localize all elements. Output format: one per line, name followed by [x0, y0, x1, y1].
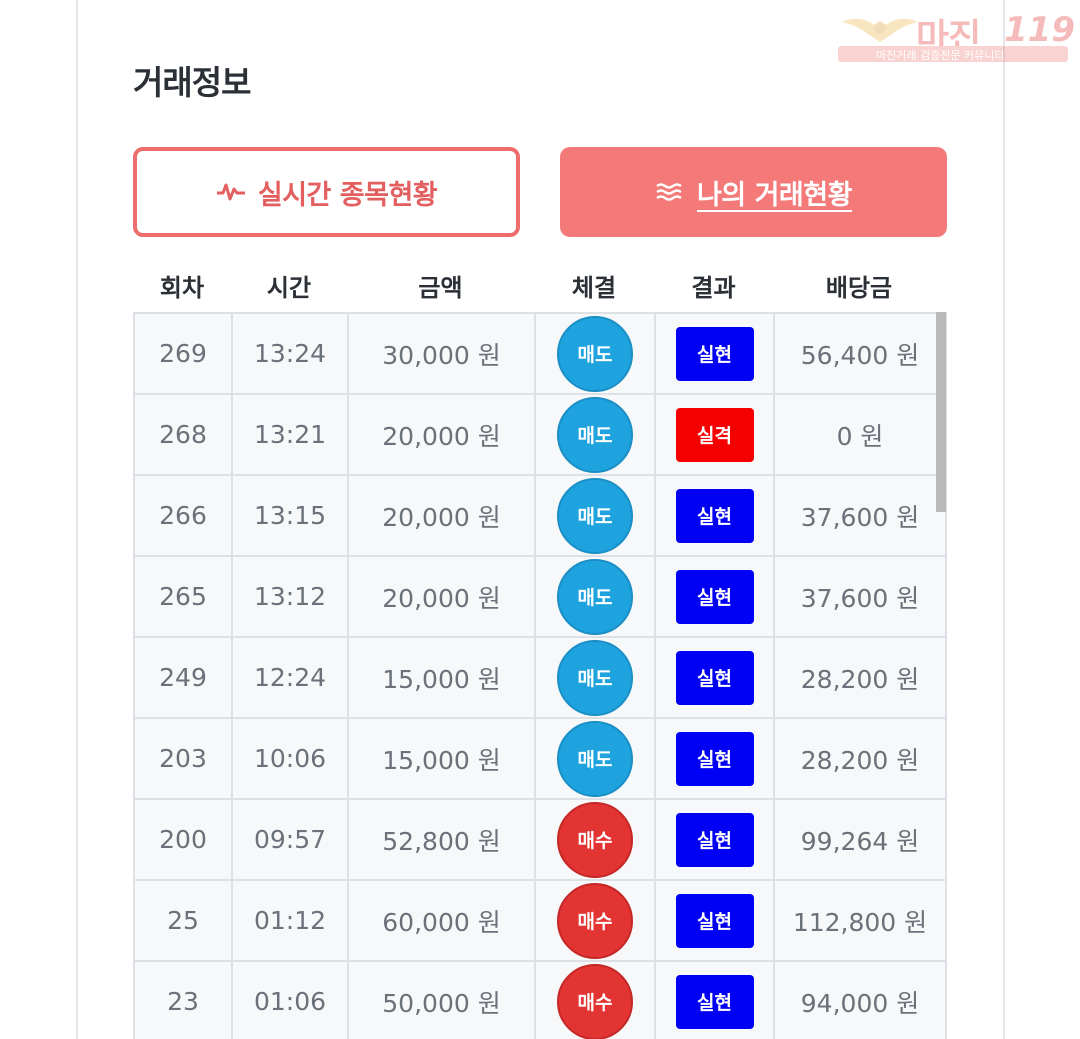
table-header: 회차 시간 금액 체결 결과 배당금 — [133, 268, 946, 310]
round-cell: 265 — [135, 557, 233, 636]
result-badge: 실격 — [675, 407, 754, 462]
round-cell: 249 — [135, 638, 233, 717]
table-row: 269 13:24 30,000 원 매도 실현 56,400 원 — [135, 314, 947, 395]
result-badge: 실현 — [675, 650, 754, 705]
result-badge: 실현 — [675, 569, 754, 624]
payout-cell: 112,800 원 — [775, 881, 947, 960]
round-cell: 203 — [135, 719, 233, 798]
time-cell: 01:12 — [233, 881, 349, 960]
payout-cell: 94,000 원 — [775, 962, 947, 1039]
table-row: 266 13:15 20,000 원 매도 실현 37,600 원 — [135, 476, 947, 557]
side-badge: 매수 — [557, 801, 633, 878]
amount-cell: 50,000 원 — [349, 962, 536, 1039]
waves-icon — [655, 181, 685, 203]
time-cell: 13:12 — [233, 557, 349, 636]
pulse-icon — [216, 181, 246, 203]
time-cell: 13:15 — [233, 476, 349, 555]
amount-cell: 20,000 원 — [349, 557, 536, 636]
page-title: 거래정보 — [133, 63, 251, 102]
column-header-payout: 배당금 — [825, 274, 893, 302]
column-header-amount: 금액 — [418, 274, 463, 302]
eagle-emblem-icon — [842, 18, 918, 42]
column-header-result: 결과 — [691, 274, 736, 302]
round-cell: 25 — [135, 881, 233, 960]
watermark-number: 119 — [1004, 10, 1075, 50]
payout-cell: 28,200 원 — [775, 638, 947, 717]
watermark-logo: 마진 119 마진거래 검증전문 커뮤니티 — [836, 8, 1075, 64]
side-badge: 매도 — [557, 315, 633, 392]
payout-cell: 99,264 원 — [775, 800, 947, 879]
result-badge: 실현 — [675, 893, 754, 948]
table-row: 265 13:12 20,000 원 매도 실현 37,600 원 — [135, 557, 947, 638]
result-badge: 실현 — [675, 326, 754, 381]
round-cell: 269 — [135, 314, 233, 393]
round-cell: 266 — [135, 476, 233, 555]
column-header-time: 시간 — [266, 274, 312, 302]
amount-cell: 52,800 원 — [349, 800, 536, 879]
side-badge: 매도 — [557, 639, 633, 716]
amount-cell: 20,000 원 — [349, 476, 536, 555]
amount-cell: 15,000 원 — [349, 719, 536, 798]
time-cell: 13:21 — [233, 395, 349, 474]
watermark-bar — [838, 46, 1068, 62]
amount-cell: 20,000 원 — [349, 395, 536, 474]
amount-cell: 15,000 원 — [349, 638, 536, 717]
payout-cell: 37,600 원 — [775, 557, 947, 636]
table-row: 203 10:06 15,000 원 매도 실현 28,200 원 — [135, 719, 947, 800]
my-trades-button[interactable]: 나의 거래현황 — [560, 147, 947, 237]
payout-cell: 28,200 원 — [775, 719, 947, 798]
time-cell: 10:06 — [233, 719, 349, 798]
time-cell: 12:24 — [233, 638, 349, 717]
side-badge: 매도 — [557, 477, 633, 554]
watermark-tagline: 마진거래 검증전문 커뮤니티 — [876, 49, 1005, 62]
result-badge: 실현 — [675, 974, 754, 1029]
time-cell: 09:57 — [233, 800, 349, 879]
column-header-round: 회차 — [159, 274, 205, 302]
amount-cell: 30,000 원 — [349, 314, 536, 393]
round-cell: 268 — [135, 395, 233, 474]
live-status-label: 실시간 종목현황 — [257, 179, 438, 211]
round-cell: 200 — [135, 800, 233, 879]
side-badge: 매도 — [557, 720, 633, 797]
result-badge: 실현 — [675, 731, 754, 786]
table-scrollbar[interactable] — [936, 312, 946, 512]
table-row: 268 13:21 20,000 원 매도 실격 0 원 — [135, 395, 947, 476]
my-trades-label: 나의 거래현황 — [697, 179, 852, 211]
time-cell: 01:06 — [233, 962, 349, 1039]
watermark-brand: 마진 — [916, 17, 981, 58]
table-row: 200 09:57 52,800 원 매수 실현 99,264 원 — [135, 800, 947, 881]
payout-cell: 56,400 원 — [775, 314, 947, 393]
round-cell: 23 — [135, 962, 233, 1039]
side-badge: 매도 — [557, 558, 633, 635]
payout-cell: 0 원 — [775, 395, 947, 474]
side-badge: 매도 — [557, 396, 633, 473]
table-row: 25 01:12 60,000 원 매수 실현 112,800 원 — [135, 881, 947, 962]
payout-cell: 37,600 원 — [775, 476, 947, 555]
time-cell: 13:24 — [233, 314, 349, 393]
side-badge: 매수 — [557, 882, 633, 959]
side-badge: 매수 — [557, 963, 633, 1039]
amount-cell: 60,000 원 — [349, 881, 536, 960]
table-row: 249 12:24 15,000 원 매도 실현 28,200 원 — [135, 638, 947, 719]
table-row: 23 01:06 50,000 원 매수 실현 94,000 원 — [135, 962, 947, 1039]
column-header-side: 체결 — [571, 274, 617, 302]
live-status-button[interactable]: 실시간 종목현황 — [133, 147, 520, 237]
result-badge: 실현 — [675, 488, 754, 543]
trade-table: 269 13:24 30,000 원 매도 실현 56,400 원 268 13… — [133, 312, 947, 1039]
result-badge: 실현 — [675, 812, 754, 867]
